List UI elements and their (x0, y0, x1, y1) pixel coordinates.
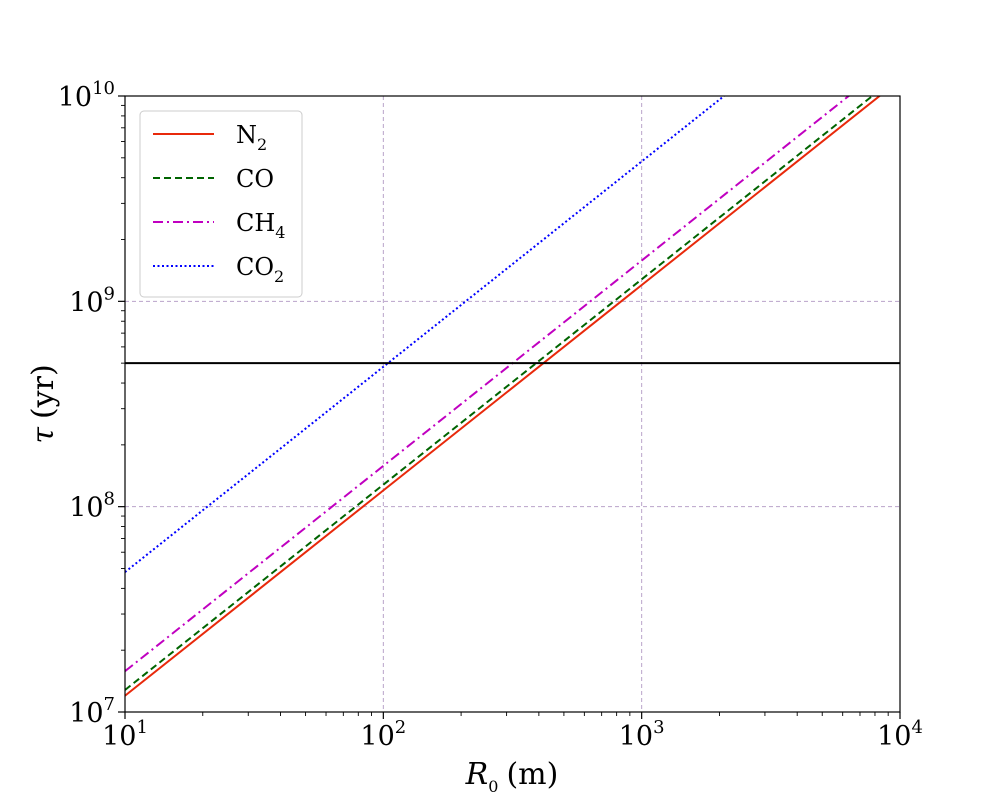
series-layer (125, 96, 882, 697)
series-line-0 (125, 96, 882, 697)
x-tick-label: 101 (102, 717, 148, 752)
grid (125, 96, 900, 712)
x-axis-label: R0 (m) (465, 757, 559, 796)
legend-label: CO2 (236, 253, 284, 286)
legend-label: N2 (236, 121, 267, 154)
legend-item: CH4 (153, 209, 285, 242)
legend-label: CO (236, 165, 274, 193)
legend-item: N2 (153, 121, 267, 154)
y-tick-label: 107 (69, 694, 115, 729)
legend: N2 CO CH4 CO2 (139, 110, 303, 298)
y-axis-label: τ(yr) (26, 364, 61, 443)
legend-label: CH4 (236, 209, 285, 242)
legend-item: CO (153, 165, 274, 193)
y-tick-label: 109 (69, 283, 115, 318)
plot-frame (124, 95, 901, 713)
legend-box (139, 110, 303, 298)
y-tick-label: 108 (69, 489, 115, 524)
x-tick-label: 104 (877, 717, 923, 752)
ticks (118, 95, 901, 719)
tick-labels: 101 102 103 104 107 108 109 1010 (58, 78, 923, 752)
x-tick-label: 103 (619, 717, 665, 752)
legend-item: CO2 (153, 253, 284, 286)
x-tick-label: 102 (360, 717, 406, 752)
y-tick-label: 1010 (58, 78, 115, 113)
